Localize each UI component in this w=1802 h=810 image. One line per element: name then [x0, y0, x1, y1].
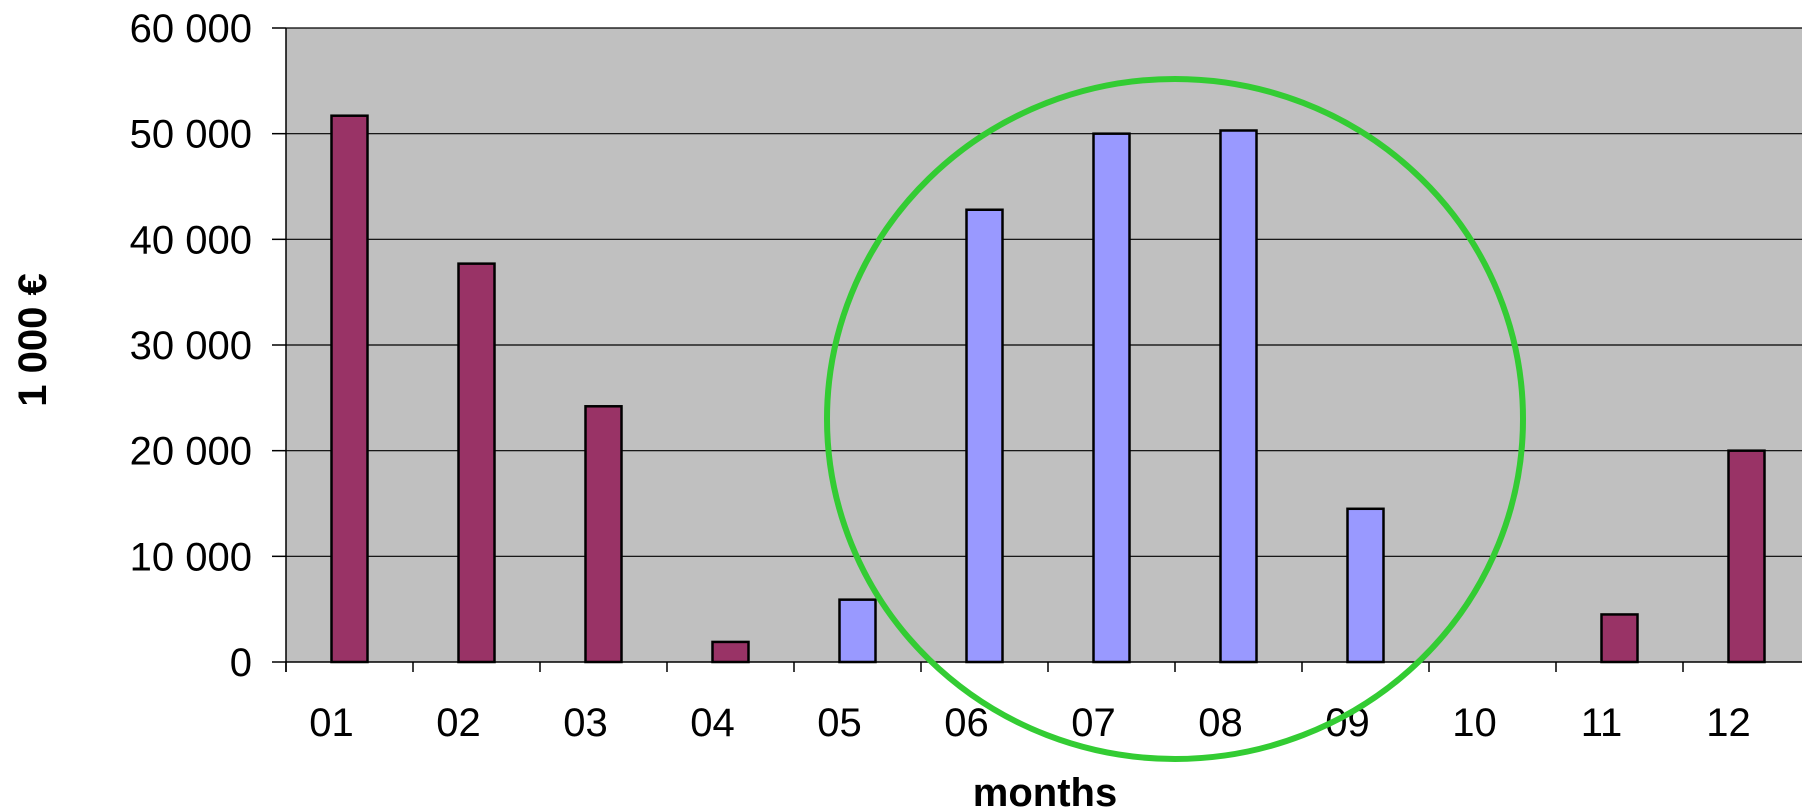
x-tick-label: 08: [1198, 701, 1243, 745]
y-tick-label: 20 000: [130, 430, 252, 474]
bar-12: [1727, 449, 1766, 664]
y-tick-labels: 0 10 000 20 000 30 000 40 000 50 000 60 000: [130, 7, 252, 685]
x-tick-label: 01: [309, 701, 354, 745]
bar-09: [1346, 507, 1385, 664]
y-tick-label: 60 000: [130, 7, 252, 51]
y-tick-label: 50 000: [130, 113, 252, 157]
bar-07: [1092, 132, 1131, 664]
bar-11: [1600, 613, 1639, 664]
x-tick-label: 10: [1452, 701, 1497, 745]
bar-02: [457, 262, 496, 664]
y-tick-label: 40 000: [130, 218, 252, 262]
axes: [272, 27, 1802, 672]
y-axis-title: 1 000 €: [11, 273, 55, 406]
bar-05: [838, 598, 877, 664]
x-tick-label: 03: [563, 701, 608, 745]
gridlines: [286, 27, 1802, 557]
bar-01: [330, 114, 369, 664]
x-tick-label: 05: [817, 701, 862, 745]
x-tick-label: 07: [1071, 701, 1116, 745]
x-tick-label: 04: [690, 701, 735, 745]
y-tick-label: 30 000: [130, 324, 252, 368]
y-tick-label: 10 000: [130, 535, 252, 579]
x-tick-label: 11: [1581, 701, 1623, 745]
bar-04: [711, 640, 750, 664]
x-tick-label: 06: [944, 701, 989, 745]
x-tick-labels: 01 02 03 04 05 06 07 08 09 10 11 12: [309, 701, 1751, 745]
highlight-circle: [824, 75, 1526, 762]
x-axis-title: months: [973, 771, 1117, 810]
bar-08: [1219, 129, 1258, 664]
x-tick-label: 12: [1706, 701, 1751, 745]
y-tick-label: 0: [230, 641, 252, 685]
bar-03: [584, 405, 623, 664]
bar-06: [965, 208, 1004, 664]
x-tick-label: 02: [436, 701, 481, 745]
bars: [330, 114, 1766, 664]
